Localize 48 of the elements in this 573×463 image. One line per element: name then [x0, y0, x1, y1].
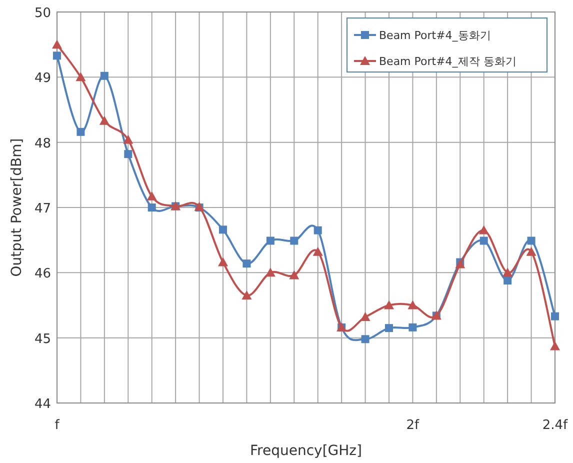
point	[551, 312, 559, 320]
y-tick-label: 50	[34, 6, 51, 21]
point	[408, 323, 417, 332]
point	[478, 225, 489, 234]
point	[360, 312, 370, 321]
x-axis-title: Frequency[GHz]	[250, 443, 362, 459]
point	[146, 191, 157, 200]
y-tick-label: 46	[34, 266, 51, 282]
point	[124, 150, 132, 158]
point	[361, 335, 370, 344]
y-tick-label: 45	[34, 332, 51, 347]
point	[53, 52, 61, 60]
point	[480, 236, 488, 245]
point	[218, 257, 228, 266]
point	[76, 72, 86, 82]
y-axis-title: Output Power[dBm]	[9, 138, 25, 277]
point	[52, 40, 62, 49]
point	[76, 128, 85, 136]
point	[408, 300, 418, 310]
point	[550, 341, 560, 350]
point	[123, 134, 134, 144]
y-tick-label: 48	[34, 136, 51, 152]
point	[526, 246, 536, 256]
point	[314, 226, 322, 234]
point	[289, 270, 300, 280]
x-tick-label: 2f	[406, 418, 420, 433]
point	[219, 226, 227, 234]
point	[148, 204, 156, 212]
point	[266, 236, 274, 245]
point	[504, 276, 512, 284]
legend-label: Beam Port#4_동화기	[379, 29, 491, 42]
point	[99, 116, 110, 125]
x-tick-label: f	[54, 418, 60, 433]
point	[527, 236, 536, 245]
point	[502, 268, 513, 277]
point	[100, 72, 108, 80]
point	[242, 260, 251, 268]
x-tick-label: 2.4f	[542, 418, 568, 433]
point	[312, 246, 323, 256]
point	[385, 324, 393, 332]
y-tick-label: 49	[34, 71, 51, 86]
point	[265, 268, 276, 277]
legend-label: Beam Port#4_제작 동화기	[379, 55, 516, 68]
y-tick-label: 44	[34, 397, 51, 412]
point	[290, 236, 298, 245]
point	[384, 300, 394, 310]
point	[242, 290, 252, 300]
y-tick-label: 47	[34, 202, 51, 216]
